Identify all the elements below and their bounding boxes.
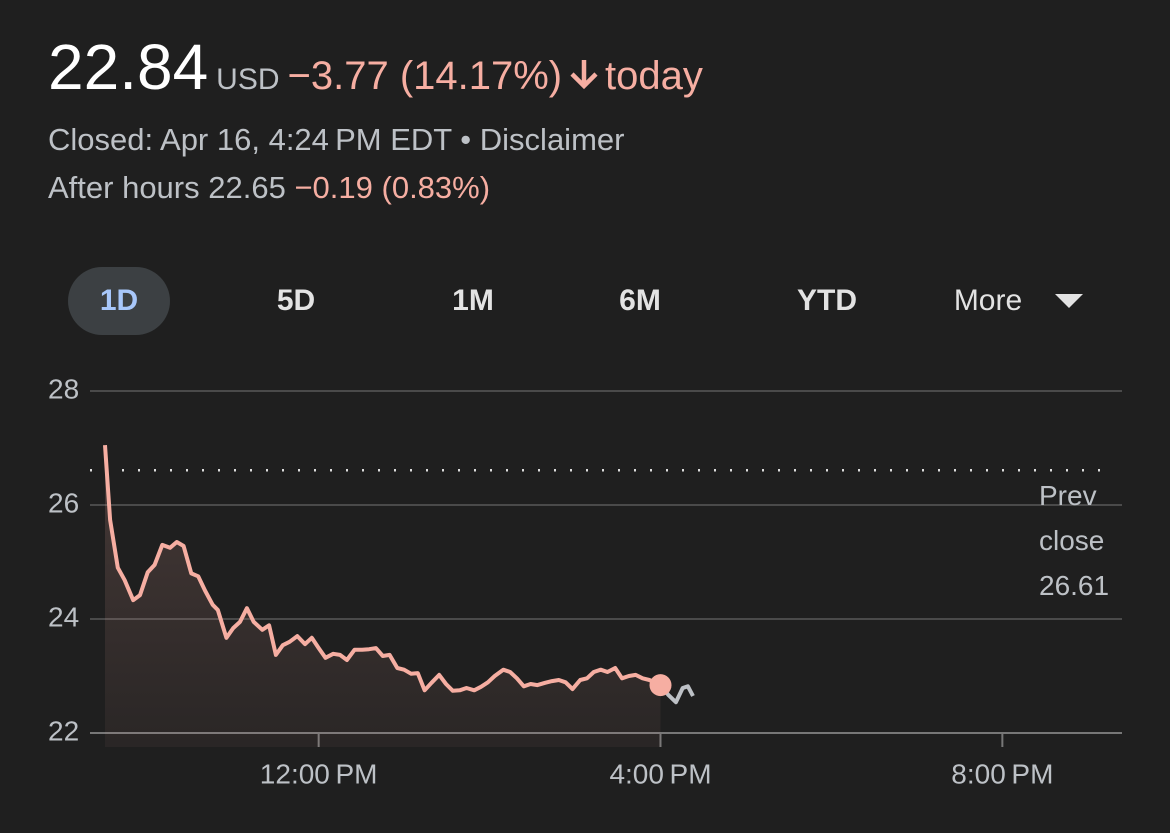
status-row: Closed: Apr 16, 4:24 PM EDT • Disclaimer [48,122,624,158]
area [105,445,661,747]
disclaimer-link[interactable]: Disclaimer [479,122,625,157]
x-tick-label: 8:00 PM [951,758,1053,789]
after-hours: After hours 22.65 [48,170,286,205]
after-hours-change: −0.19 (0.83%) [294,170,491,205]
close-dot [649,674,672,697]
range-tab[interactable]: More [953,284,1023,317]
range-tab[interactable]: 5D [276,284,316,317]
y-tick-label: 28 [48,373,79,404]
y-tick-label: 22 [48,715,79,746]
y-tick-label: 26 [48,487,79,518]
prev-close-box: Prev close 26.61 [1039,473,1124,608]
x-tick-label: 4:00 PM [609,758,711,789]
period: today [605,54,703,98]
change: −3.77 (14.17%) [287,54,563,98]
after-hours-row: After hours 22.65 −0.19 (0.83%) [48,170,490,206]
currency: USD [216,63,280,96]
prev-close-label: Prev close [1039,480,1105,556]
quote-header: 22.84 USD −3.77 (14.17%) today [48,30,703,104]
y-tick-label: 24 [48,601,79,632]
range-tab[interactable]: 1M [452,284,494,317]
price: 22.84 [48,31,209,103]
line [103,444,662,693]
status: Closed: Apr 16, 4:24 PM EDT [48,122,452,157]
down-arrow [570,60,598,90]
separator: • [460,122,472,157]
dropdown-caret[interactable] [1054,293,1084,309]
range-tab[interactable]: 6M [619,284,661,317]
prev-close-value: 26.61 [1039,570,1110,601]
range-tab[interactable]: 1D [68,267,170,335]
x-tick-label: 12:00 PM [260,758,378,789]
range-tab[interactable]: YTD [797,284,857,317]
